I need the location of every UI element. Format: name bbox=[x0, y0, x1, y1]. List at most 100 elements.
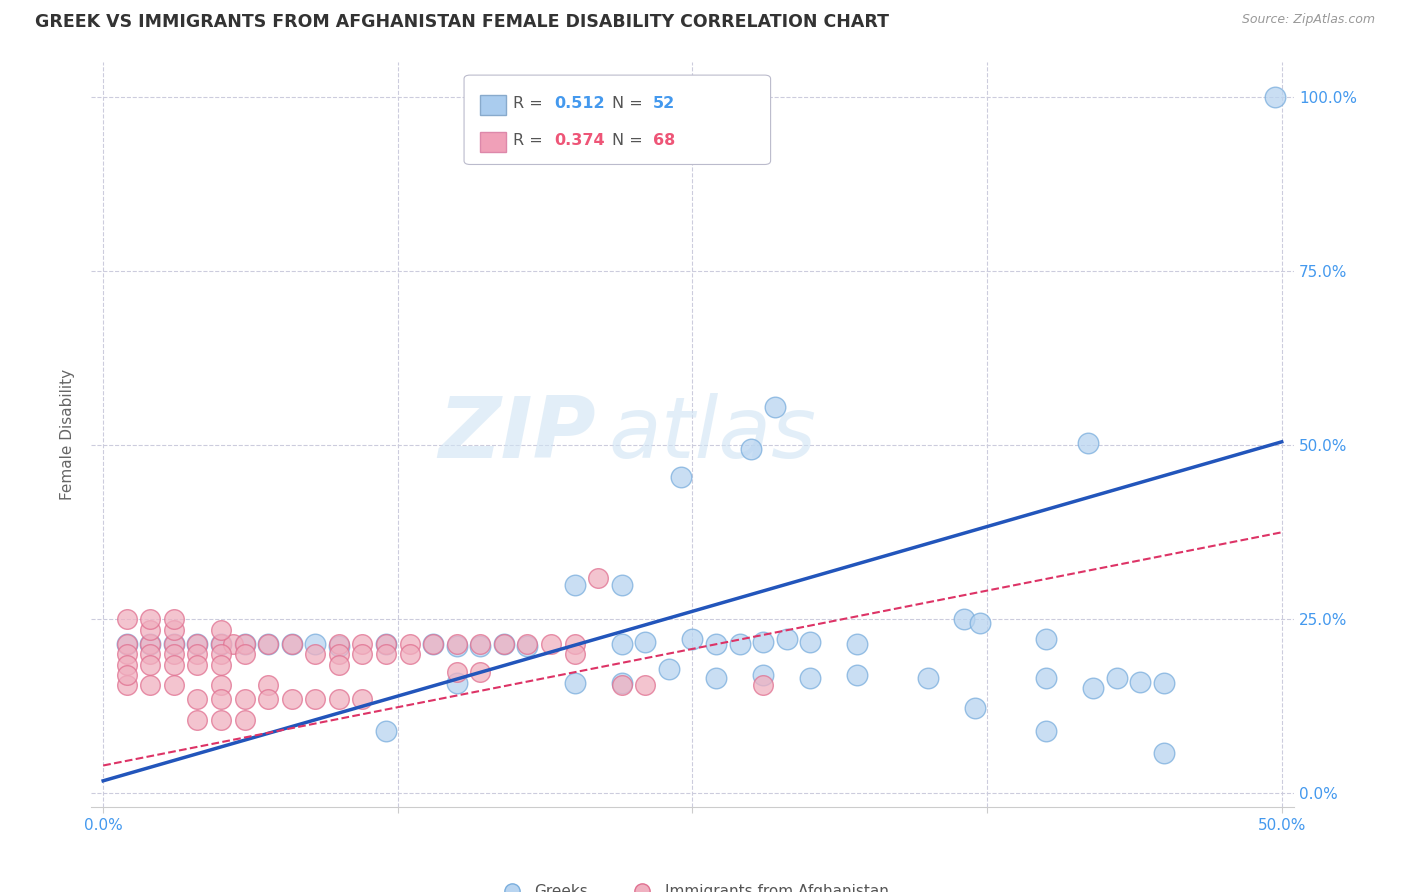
Point bbox=[728, 637, 751, 651]
Point bbox=[610, 678, 633, 692]
Point bbox=[564, 637, 586, 651]
Point bbox=[209, 637, 232, 651]
Point bbox=[233, 713, 256, 727]
Point bbox=[186, 657, 208, 672]
Text: 52: 52 bbox=[652, 96, 675, 111]
Point bbox=[328, 657, 350, 672]
Point bbox=[704, 672, 727, 686]
Point bbox=[516, 637, 538, 651]
Point bbox=[281, 692, 304, 706]
Point bbox=[752, 634, 775, 648]
Point bbox=[634, 678, 657, 692]
Point bbox=[422, 637, 444, 651]
Point bbox=[1153, 746, 1175, 760]
Point bbox=[846, 668, 869, 682]
Point bbox=[470, 639, 492, 653]
Point bbox=[328, 692, 350, 706]
Point bbox=[1035, 723, 1057, 738]
Point bbox=[186, 692, 208, 706]
Point bbox=[257, 637, 280, 651]
Point bbox=[233, 637, 256, 651]
Point bbox=[304, 692, 326, 706]
Point bbox=[115, 668, 138, 682]
Point bbox=[799, 634, 821, 648]
Point bbox=[1035, 672, 1057, 686]
Point bbox=[163, 623, 186, 637]
Point bbox=[470, 637, 492, 651]
Point bbox=[257, 678, 280, 692]
Text: Source: ZipAtlas.com: Source: ZipAtlas.com bbox=[1241, 13, 1375, 27]
Text: ZIP: ZIP bbox=[439, 393, 596, 476]
Point bbox=[186, 637, 208, 651]
Point bbox=[163, 637, 186, 651]
Point bbox=[398, 637, 420, 651]
Point bbox=[446, 639, 468, 653]
Text: R =: R = bbox=[513, 96, 548, 111]
Point bbox=[233, 637, 256, 651]
Point bbox=[115, 647, 138, 661]
Text: 0.374: 0.374 bbox=[554, 133, 605, 148]
Point bbox=[516, 639, 538, 653]
Point bbox=[776, 632, 799, 646]
Point bbox=[328, 639, 350, 653]
Point bbox=[470, 665, 492, 679]
Point bbox=[163, 657, 186, 672]
Point bbox=[139, 647, 162, 661]
Point bbox=[446, 665, 468, 679]
Point bbox=[740, 442, 762, 456]
Point bbox=[186, 647, 208, 661]
Point bbox=[186, 637, 208, 651]
Point bbox=[965, 701, 987, 715]
Point bbox=[446, 637, 468, 651]
Point bbox=[328, 637, 350, 651]
Y-axis label: Female Disability: Female Disability bbox=[60, 369, 76, 500]
Point bbox=[209, 713, 232, 727]
Text: atlas: atlas bbox=[609, 393, 817, 476]
Point bbox=[1105, 672, 1128, 686]
Point bbox=[1153, 676, 1175, 690]
Point bbox=[281, 637, 304, 651]
Point bbox=[139, 612, 162, 626]
Text: GREEK VS IMMIGRANTS FROM AFGHANISTAN FEMALE DISABILITY CORRELATION CHART: GREEK VS IMMIGRANTS FROM AFGHANISTAN FEM… bbox=[35, 13, 889, 31]
Point bbox=[752, 668, 775, 682]
Point bbox=[186, 713, 208, 727]
Point bbox=[398, 647, 420, 661]
Point bbox=[917, 672, 939, 686]
Point bbox=[304, 647, 326, 661]
Point bbox=[352, 637, 374, 651]
Point bbox=[115, 612, 138, 626]
Point bbox=[304, 637, 326, 651]
Point bbox=[281, 637, 304, 651]
Point bbox=[163, 678, 186, 692]
Point bbox=[681, 632, 703, 646]
Point bbox=[257, 637, 280, 651]
Text: N =: N = bbox=[612, 96, 648, 111]
Point bbox=[375, 723, 398, 738]
Point bbox=[422, 637, 444, 651]
Legend: Greeks, Immigrants from Afghanistan: Greeks, Immigrants from Afghanistan bbox=[491, 879, 894, 892]
Point bbox=[139, 637, 162, 651]
Point bbox=[139, 678, 162, 692]
Point bbox=[752, 678, 775, 692]
Point bbox=[564, 647, 586, 661]
Point bbox=[952, 612, 974, 626]
Point bbox=[375, 647, 398, 661]
Point bbox=[233, 692, 256, 706]
Point bbox=[209, 623, 232, 637]
Point bbox=[634, 634, 657, 648]
Point bbox=[669, 469, 692, 483]
Point bbox=[564, 676, 586, 690]
Point bbox=[1264, 90, 1286, 104]
Point bbox=[163, 637, 186, 651]
Point bbox=[446, 676, 468, 690]
Point bbox=[115, 678, 138, 692]
Point bbox=[209, 678, 232, 692]
Point bbox=[969, 615, 991, 630]
Point bbox=[139, 637, 162, 651]
FancyBboxPatch shape bbox=[479, 132, 506, 152]
Point bbox=[586, 570, 609, 584]
Point bbox=[799, 672, 821, 686]
Point bbox=[222, 637, 245, 651]
Point bbox=[564, 577, 586, 591]
Text: 68: 68 bbox=[652, 133, 675, 148]
